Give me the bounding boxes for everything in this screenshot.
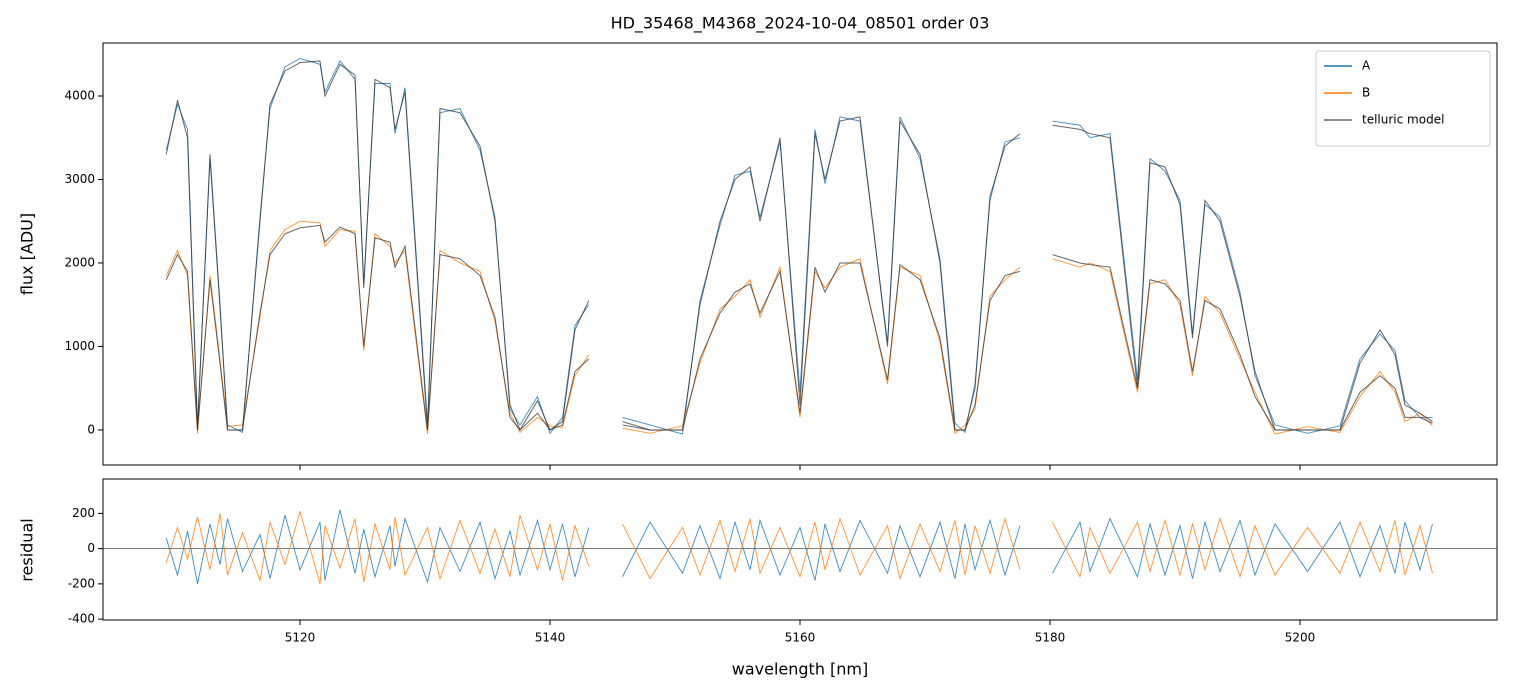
- data-line: [165, 509, 1433, 584]
- x-tick-label: 5120: [285, 631, 316, 645]
- y-tick-label: 3000: [64, 172, 95, 186]
- legend-label: A: [1362, 59, 1371, 73]
- y-axis-label: flux [ADU]: [18, 213, 37, 295]
- axes-frame: [102, 478, 1498, 621]
- plot-area: [103, 509, 1497, 584]
- chart-title: HD_35468_M4368_2024-10-04_08501 order 03: [611, 14, 990, 34]
- plot-area: [165, 57, 1433, 435]
- model-line: [165, 60, 1433, 432]
- y-tick-label: 4000: [64, 89, 95, 103]
- x-tick-label: 5200: [1285, 631, 1316, 645]
- axes-frame: [102, 42, 1498, 466]
- x-tick-label: 5160: [785, 631, 816, 645]
- x-axis-label: wavelength [nm]: [732, 660, 869, 679]
- y-tick-label: -200: [68, 576, 95, 590]
- x-tick-label: 5180: [1035, 631, 1066, 645]
- y-tick-label: 0: [87, 422, 95, 436]
- x-tick-label: 5140: [535, 631, 566, 645]
- legend-label: telluric model: [1362, 113, 1444, 127]
- model-line: [165, 224, 1433, 431]
- y-tick-label: 1000: [64, 339, 95, 353]
- y-tick-label: 0: [87, 541, 95, 555]
- y-tick-label: -400: [68, 612, 95, 626]
- legend-label: B: [1362, 86, 1370, 100]
- y-axis-label: residual: [18, 518, 37, 581]
- y-tick-label: 200: [72, 506, 95, 520]
- y-tick-label: 2000: [64, 255, 95, 269]
- legend-box: [1315, 50, 1491, 147]
